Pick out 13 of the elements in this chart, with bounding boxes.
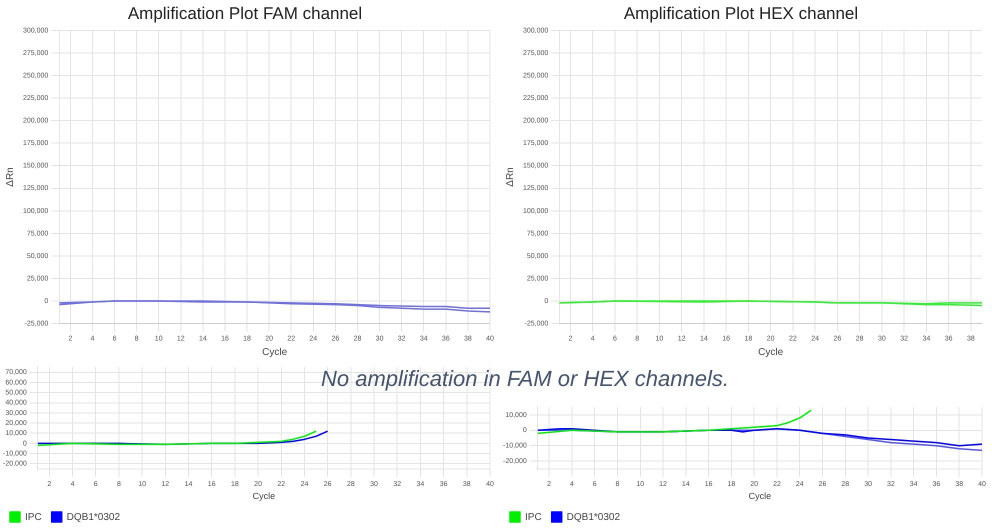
legend-label: DQB1*0302 — [66, 512, 120, 523]
legend-label: DQB1*0302 — [566, 512, 620, 523]
y-axis-title: ΔRn — [504, 167, 516, 187]
annotation: No amplification in FAM or HEX channels. — [320, 366, 730, 392]
x-axis-title: Cycle — [748, 491, 772, 502]
x-axis-title: Cycle — [252, 491, 276, 502]
x-axis-title: Cycle — [262, 346, 288, 358]
chart-title: Amplification Plot HEX channel — [624, 4, 858, 23]
chart-title: Amplification Plot FAM channel — [128, 4, 362, 23]
legend-label: IPC — [25, 512, 42, 523]
legend-label: IPC — [525, 512, 542, 523]
y-axis-title: ΔRn — [4, 167, 16, 187]
x-axis-title: Cycle — [758, 346, 784, 358]
